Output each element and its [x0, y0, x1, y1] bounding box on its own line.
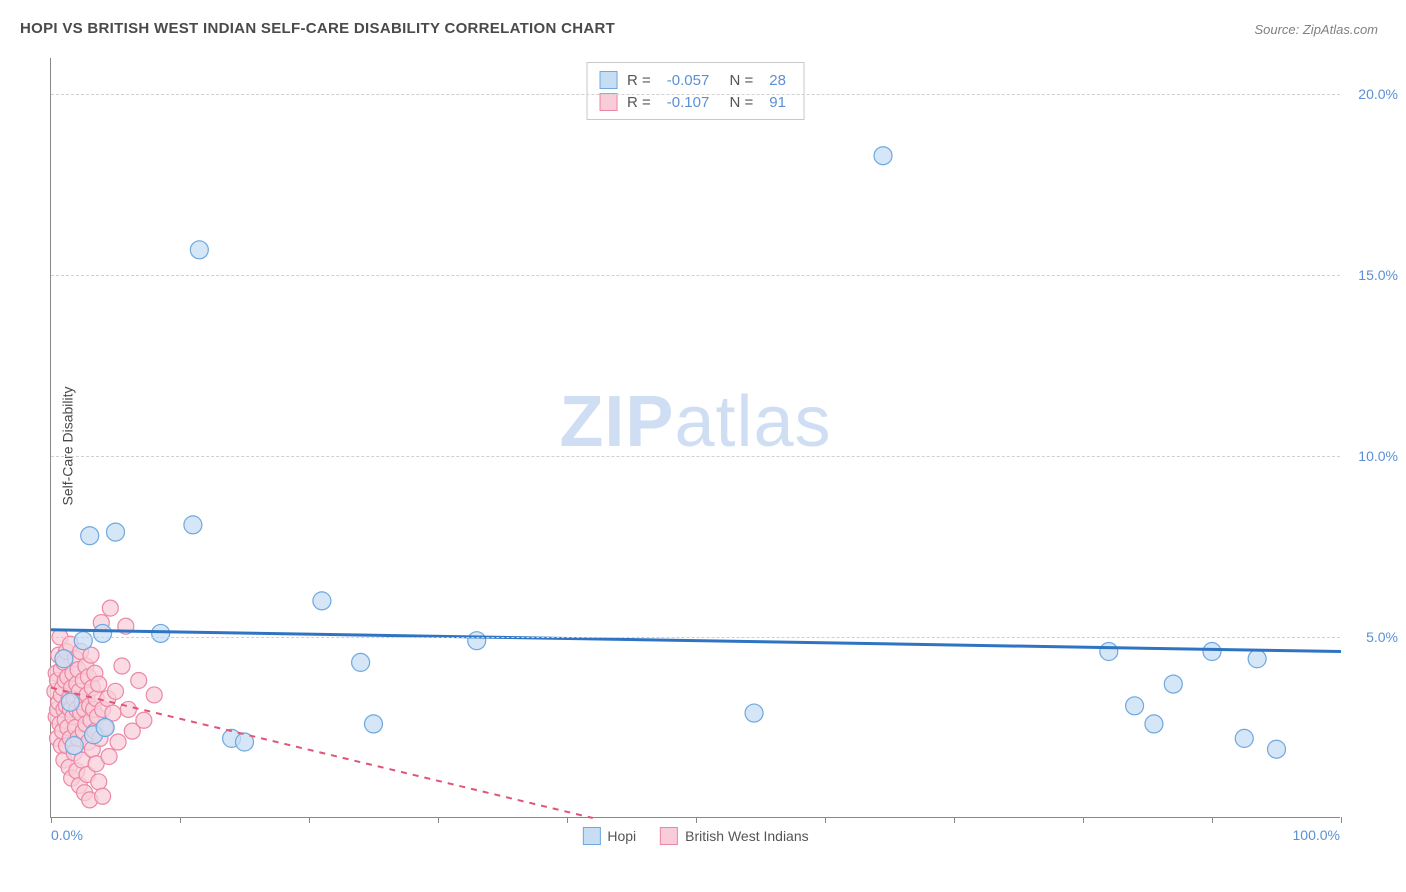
- source-attribution: Source: ZipAtlas.com: [1254, 22, 1378, 37]
- legend-row-hopi: R = -0.057 N = 28: [599, 69, 792, 91]
- swatch-bwi: [599, 93, 617, 111]
- legend-series: Hopi British West Indians: [582, 827, 808, 845]
- legend-r-label2: R =: [627, 94, 651, 111]
- legend-item-bwi: British West Indians: [660, 827, 808, 845]
- legend-r-bwi: -0.107: [667, 94, 710, 111]
- swatch-hopi: [599, 71, 617, 89]
- legend-r-label: R =: [627, 72, 651, 89]
- plot-area: ZIPatlas R = -0.057 N = 28 R = -0.107 N …: [50, 58, 1340, 818]
- legend-n-label: N =: [725, 72, 753, 89]
- scatter-svg: [51, 58, 1340, 817]
- legend-n-bwi: 91: [769, 94, 786, 111]
- legend-label-hopi: Hopi: [607, 828, 636, 844]
- swatch-hopi-bottom: [582, 827, 600, 845]
- chart-title: HOPI VS BRITISH WEST INDIAN SELF-CARE DI…: [20, 20, 615, 37]
- legend-label-bwi: British West Indians: [685, 828, 808, 844]
- legend-item-hopi: Hopi: [582, 827, 636, 845]
- swatch-bwi-bottom: [660, 827, 678, 845]
- legend-n-label2: N =: [725, 94, 753, 111]
- legend-correlation: R = -0.057 N = 28 R = -0.107 N = 91: [586, 62, 805, 120]
- legend-n-hopi: 28: [769, 72, 786, 89]
- legend-r-hopi: -0.057: [667, 72, 710, 89]
